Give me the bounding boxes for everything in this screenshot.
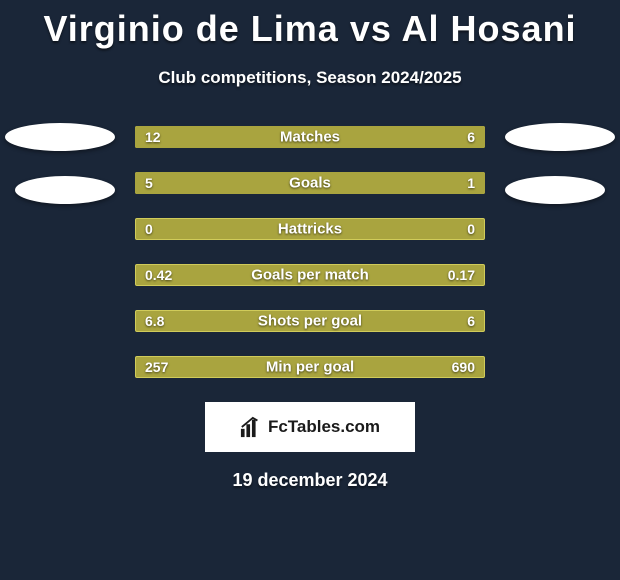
stat-value-right: 0 — [467, 221, 475, 237]
date-label: 19 december 2024 — [0, 470, 620, 491]
stat-value-left: 257 — [145, 359, 168, 375]
player1-avatar-row2 — [15, 176, 115, 204]
stat-label: Min per goal — [266, 359, 354, 376]
player2-avatar-row2 — [505, 176, 605, 204]
stat-value-right: 0.17 — [448, 267, 475, 283]
stat-label: Shots per goal — [258, 313, 362, 330]
stat-value-left: 0 — [145, 221, 153, 237]
subtitle: Club competitions, Season 2024/2025 — [0, 68, 620, 88]
stat-row: 0 Hattricks 0 — [135, 218, 485, 240]
stat-label: Matches — [280, 129, 340, 146]
stat-label: Goals — [289, 175, 331, 192]
stat-value-right: 690 — [452, 359, 475, 375]
page-title: Virginio de Lima vs Al Hosani — [0, 0, 620, 50]
fctables-text: FcTables.com — [268, 417, 380, 437]
stat-row: 12 Matches 6 — [135, 126, 485, 148]
stat-value-left: 0.42 — [145, 267, 172, 283]
comparison-chart: 12 Matches 6 5 Goals 1 0 Hattricks 0 0.4… — [135, 126, 485, 378]
player2-avatar-row1 — [505, 123, 615, 151]
player1-avatar-row1 — [5, 123, 115, 151]
stat-value-left: 12 — [145, 129, 161, 145]
fctables-badge: FcTables.com — [205, 402, 415, 452]
stat-row: 0.42 Goals per match 0.17 — [135, 264, 485, 286]
stat-value-left: 5 — [145, 175, 153, 191]
stat-value-right: 6 — [467, 313, 475, 329]
stat-value-left: 6.8 — [145, 313, 164, 329]
stat-row: 5 Goals 1 — [135, 172, 485, 194]
stat-value-right: 6 — [467, 129, 475, 145]
stat-row: 257 Min per goal 690 — [135, 356, 485, 378]
bar-left — [135, 172, 398, 194]
stat-value-right: 1 — [467, 175, 475, 191]
stat-label: Goals per match — [251, 267, 369, 284]
stat-row: 6.8 Shots per goal 6 — [135, 310, 485, 332]
stat-label: Hattricks — [278, 221, 342, 238]
fctables-icon — [240, 416, 262, 438]
